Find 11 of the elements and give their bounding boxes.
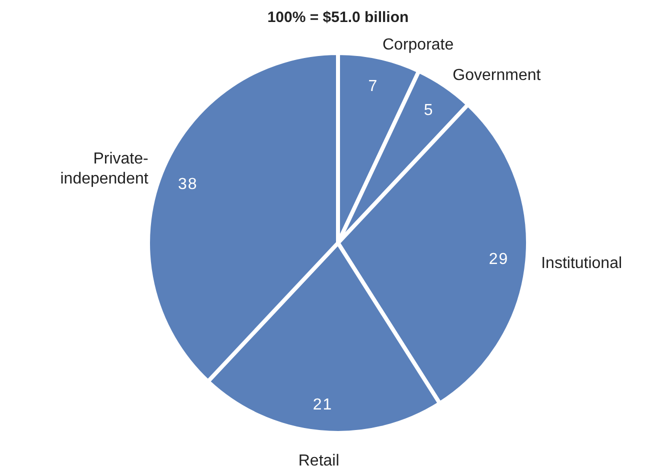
data-label: 5 bbox=[424, 102, 434, 120]
chart-title: 100% = $51.0 billion bbox=[267, 9, 409, 26]
slice-label: Retail bbox=[298, 452, 340, 470]
data-label: 7 bbox=[368, 78, 378, 95]
data-label: 29 bbox=[488, 250, 509, 268]
slice-label: Institutional bbox=[541, 254, 622, 272]
data-label: 38 bbox=[178, 176, 198, 194]
slice-label: Government bbox=[452, 66, 542, 84]
slice-label: Private-independent bbox=[60, 150, 149, 188]
data-label: 21 bbox=[312, 396, 333, 414]
slice-label: Corporate bbox=[382, 36, 454, 54]
